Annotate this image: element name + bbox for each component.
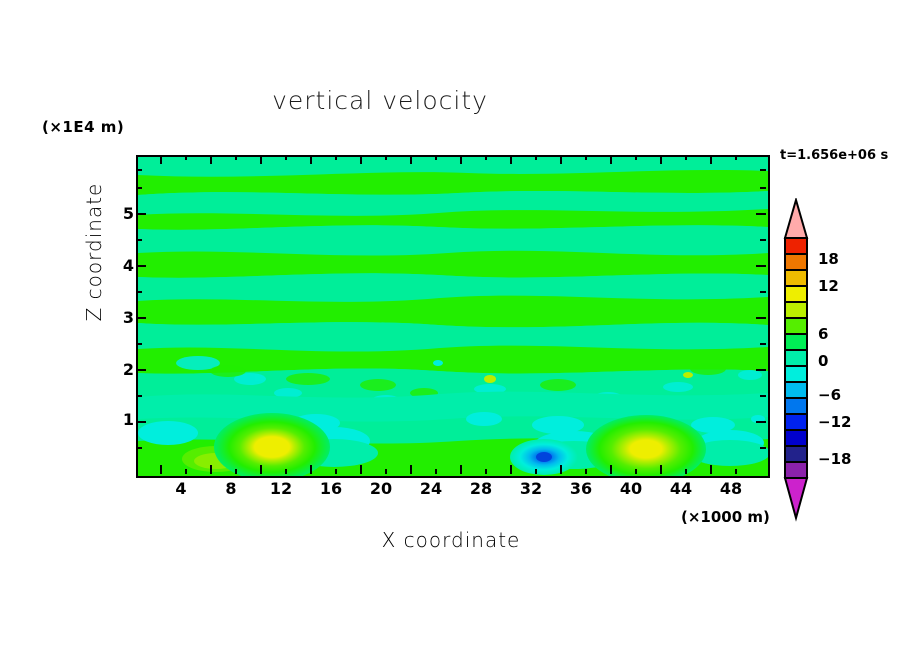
colorbar-band (784, 253, 808, 271)
contour-field (138, 157, 768, 476)
colorbar-band (784, 237, 808, 255)
ytick-label: 3 (122, 308, 134, 327)
colorbar-band (784, 285, 808, 303)
xtick-label: 44 (669, 479, 693, 498)
x-unit-label: (×1000 m) (681, 508, 770, 526)
ytick-label: 5 (122, 204, 134, 223)
z-unit-label: (×1E4 m) (42, 118, 125, 136)
colorbar-tick-label: 0 (818, 352, 829, 370)
colorbar-band (784, 429, 808, 447)
colorbar-band (784, 397, 808, 415)
xtick-label: 48 (719, 479, 743, 498)
xtick-label: 8 (225, 479, 237, 498)
colorbar-band (784, 317, 808, 335)
colorbar-tick-label: −18 (818, 450, 852, 468)
colorbar-band (784, 269, 808, 287)
colorbar-band (784, 349, 808, 367)
xtick-label: 24 (419, 479, 443, 498)
colorbar-band (784, 365, 808, 383)
colorbar-band (784, 333, 808, 351)
ytick-label: 2 (122, 360, 134, 379)
colorbar-band (784, 381, 808, 399)
colorbar-cap-bottom (783, 477, 809, 522)
xtick-label: 40 (619, 479, 643, 498)
colorbar-cap-top (783, 198, 809, 239)
xtick-label: 12 (269, 479, 293, 498)
colorbar-band (784, 445, 808, 463)
y-axis-label: Z coordinate (82, 182, 106, 322)
xtick-label: 32 (519, 479, 543, 498)
colorbar-band (784, 301, 808, 319)
xtick-label: 16 (319, 479, 343, 498)
ytick-label: 4 (122, 256, 134, 275)
xtick-label: 28 (469, 479, 493, 498)
xtick-label: 4 (175, 479, 187, 498)
colorbar-tick-label: −6 (818, 386, 842, 404)
colorbar-tick-label: 12 (818, 277, 839, 295)
colorbar-band (784, 461, 808, 479)
page-title: vertical velocity (272, 86, 488, 115)
xtick-label: 36 (569, 479, 593, 498)
xtick-label: 20 (369, 479, 393, 498)
timestamp-annotation: t=1.656e+06 s (780, 148, 889, 163)
colorbar[interactable] (781, 198, 825, 530)
ytick-label: 1 (122, 410, 134, 429)
colorbar-tick-label: −12 (818, 413, 852, 431)
colorbar-tick-label: 6 (818, 325, 829, 343)
colorbar-band (784, 413, 808, 431)
contour-plot-area[interactable] (136, 155, 770, 478)
x-axis-label: X coordinate (381, 528, 521, 552)
colorbar-tick-label: 18 (818, 250, 839, 268)
